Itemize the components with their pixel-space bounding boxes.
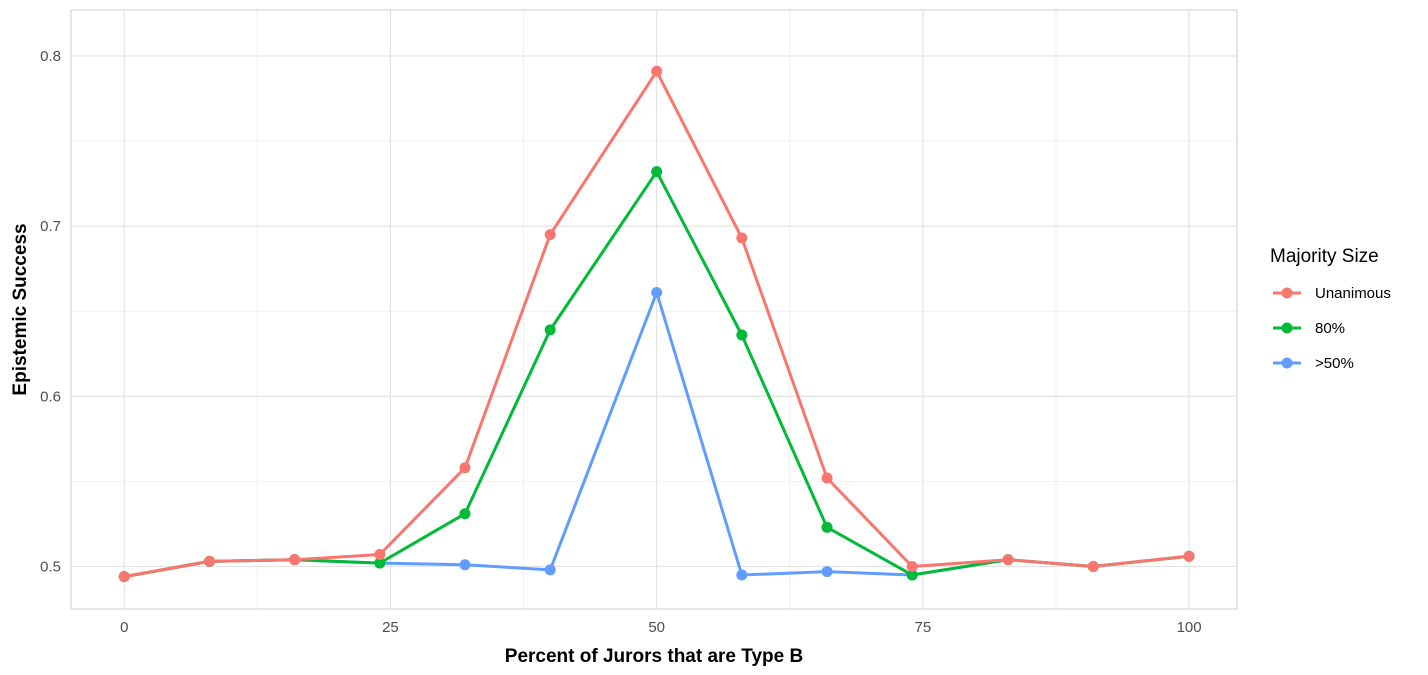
x-axis-title: Percent of Jurors that are Type B	[505, 646, 803, 667]
data-point	[289, 554, 301, 566]
data-point	[821, 521, 833, 533]
data-point	[544, 324, 556, 336]
data-point	[651, 286, 663, 298]
legend-key-point	[1281, 322, 1293, 334]
data-point	[736, 232, 748, 244]
x-tick-label: 100	[1177, 619, 1202, 636]
y-tick-label: 0.8	[40, 48, 61, 65]
data-point	[374, 549, 386, 561]
gridlines	[71, 10, 1237, 609]
legend-label: >50%	[1315, 355, 1354, 372]
y-tick-label: 0.5	[40, 558, 61, 575]
data-point	[459, 559, 471, 571]
data-point	[118, 571, 130, 583]
legend-item: Unanimous	[1273, 285, 1391, 302]
data-point	[459, 508, 471, 520]
legend-label: 80%	[1315, 320, 1345, 337]
data-point	[906, 560, 918, 572]
series-1	[118, 65, 1195, 583]
x-tick-label: 75	[915, 619, 932, 636]
y-axis-ticks: 0.5 0.6 0.7 0.8	[40, 48, 61, 576]
data-point	[651, 166, 663, 178]
legend-items: Unanimous 80% >50%	[1273, 285, 1391, 372]
y-tick-label: 0.7	[40, 218, 61, 235]
legend-key-point	[1281, 357, 1293, 369]
x-tick-label: 0	[120, 619, 128, 636]
data-point	[906, 569, 918, 581]
legend-key-point	[1281, 287, 1293, 299]
data-point	[1002, 554, 1014, 566]
legend-title: Majority Size	[1270, 246, 1379, 267]
legend: Majority Size Unanimous 80% >50%	[1270, 246, 1391, 372]
y-axis-title: Epistemic Success	[10, 223, 31, 395]
data-point	[544, 564, 556, 576]
data-point	[821, 566, 833, 578]
data-point	[736, 329, 748, 341]
legend-item: 80%	[1273, 320, 1345, 337]
x-axis-ticks: 0 25 50 75 100	[120, 619, 1202, 636]
legend-item: >50%	[1273, 355, 1354, 372]
data-point	[203, 555, 215, 567]
legend-label: Unanimous	[1315, 285, 1391, 302]
data-point	[544, 229, 556, 241]
data-point	[1087, 560, 1099, 572]
x-tick-label: 25	[382, 619, 399, 636]
x-tick-label: 50	[648, 619, 665, 636]
data-point	[651, 65, 663, 77]
plot-panel-border	[70, 9, 1238, 610]
data-point	[736, 569, 748, 581]
y-tick-label: 0.6	[40, 388, 61, 405]
data-point	[374, 557, 386, 569]
series-layer	[118, 65, 1195, 583]
data-point	[1183, 550, 1195, 562]
data-point	[459, 462, 471, 474]
data-point	[821, 472, 833, 484]
